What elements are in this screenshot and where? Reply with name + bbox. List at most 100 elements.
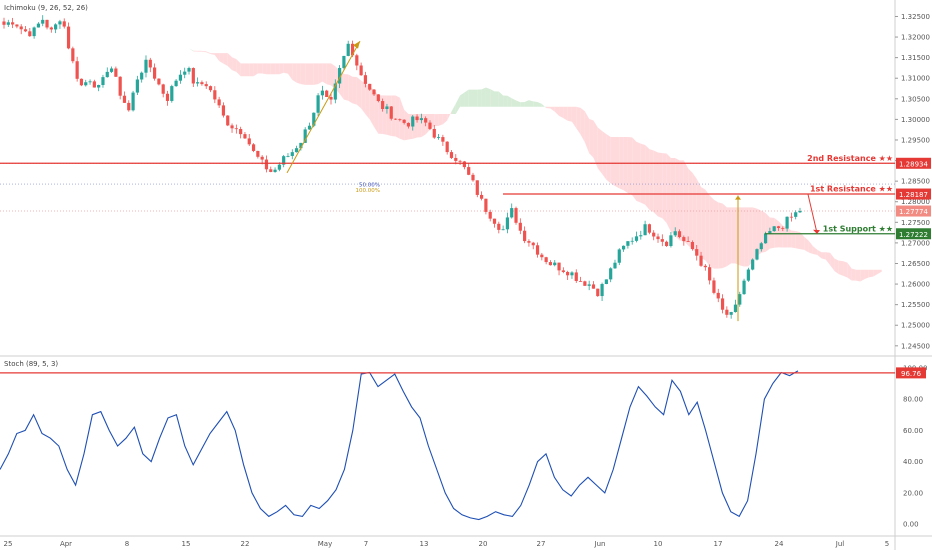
candle-body (591, 284, 596, 289)
price-tick-label: 1.24500 (901, 342, 930, 350)
candle-body (398, 119, 402, 121)
candle-body (105, 71, 109, 78)
cloud-segment (494, 91, 499, 107)
candle-body (114, 68, 118, 77)
cloud-segment (361, 80, 366, 115)
time-tick-label: 10 (654, 540, 663, 548)
candle-body (544, 257, 548, 263)
cloud-segment (399, 97, 405, 141)
candle-body (122, 95, 127, 103)
candle-body (23, 29, 28, 32)
price-tick-label: 1.28500 (901, 178, 930, 186)
candle-body (566, 271, 570, 276)
candle-body (299, 142, 303, 149)
candle-body (716, 292, 720, 299)
candle-body (178, 74, 183, 81)
cloud-segment (498, 91, 504, 107)
cloud-segment (701, 186, 706, 261)
candle-body (501, 229, 505, 231)
candle-body (118, 76, 122, 96)
candle-body (742, 280, 746, 295)
time-tick-label: Apr (60, 540, 72, 548)
cloud-segment (640, 143, 646, 205)
candle-body (492, 218, 497, 224)
cloud-segment (270, 63, 276, 75)
candle-body (15, 24, 19, 27)
candle-body (402, 119, 406, 123)
candle-body (415, 116, 419, 121)
candle-body (751, 259, 755, 270)
cloud-segment (546, 106, 551, 109)
cloud-segment (391, 95, 396, 137)
candle-body (243, 134, 247, 139)
cloud-segment (296, 63, 301, 85)
candle-body (187, 68, 191, 72)
price-tick-label: 1.31000 (901, 75, 930, 83)
candle-body (553, 262, 557, 266)
cloud-segment (868, 269, 874, 278)
candle-body (174, 80, 178, 87)
cloud-segment (356, 76, 362, 109)
cloud-segment (490, 89, 495, 107)
cloud-segment (257, 63, 263, 74)
candle-body (148, 59, 152, 68)
candle-body (350, 43, 355, 56)
cloud-segment (528, 100, 534, 107)
price-tick-label: 1.30000 (901, 116, 930, 124)
candle-body (535, 245, 540, 255)
price-tick-label: 1.25500 (901, 301, 930, 309)
fib-swing-line (286, 40, 361, 174)
cloud-segment (662, 153, 667, 224)
candle-body (488, 211, 492, 219)
candle-body (643, 224, 647, 236)
cloud-segment (253, 63, 258, 77)
candle-body (768, 231, 772, 234)
candle-body (406, 122, 411, 127)
cloud-segment (817, 249, 822, 259)
cloud-segment (511, 98, 517, 107)
cloud-segment (623, 137, 628, 193)
current-price-value: 1.27774 (899, 208, 928, 216)
candle-body (445, 141, 449, 153)
cloud-segment (804, 236, 809, 253)
candle-body (320, 90, 324, 96)
candle-body (230, 125, 234, 129)
candle-body (604, 279, 608, 285)
candle-body (428, 122, 432, 129)
cloud-segment (197, 50, 202, 52)
candle-body (660, 239, 664, 242)
candle-body (712, 280, 716, 293)
price-tick-label: 1.27500 (901, 219, 930, 227)
candle-body (109, 68, 114, 72)
cloud-segment (580, 107, 585, 143)
candle-body (798, 210, 802, 213)
cloud-segment (232, 57, 237, 72)
candle-body (389, 106, 393, 119)
cloud-segment (507, 95, 512, 107)
candle-body (626, 241, 630, 246)
cloud-segment (774, 217, 779, 248)
candle-body (794, 212, 798, 217)
time-tick-label: Jun (594, 540, 606, 548)
cloud-segment (838, 260, 844, 276)
candle-body (634, 236, 639, 241)
cloud-segment (541, 103, 547, 109)
cloud-segment (855, 269, 861, 282)
cloud-segment (550, 106, 555, 112)
ichimoku-indicator-label: Ichimoku (9, 26, 52, 26) (4, 4, 88, 12)
cloud-segment (318, 63, 323, 85)
candle-body (92, 81, 96, 88)
cloud-segment (386, 95, 392, 137)
cloud-segment (279, 63, 284, 75)
candle-body (497, 223, 501, 230)
stoch-tick-label: 60.00 (903, 427, 923, 435)
candle-body (695, 249, 699, 256)
price-tick-label: 1.31500 (901, 54, 930, 62)
cloud-segment (873, 269, 878, 277)
cloud-segment (576, 106, 581, 135)
candle-body (6, 22, 10, 25)
candle-body (436, 137, 441, 138)
cloud-segment (683, 160, 689, 246)
